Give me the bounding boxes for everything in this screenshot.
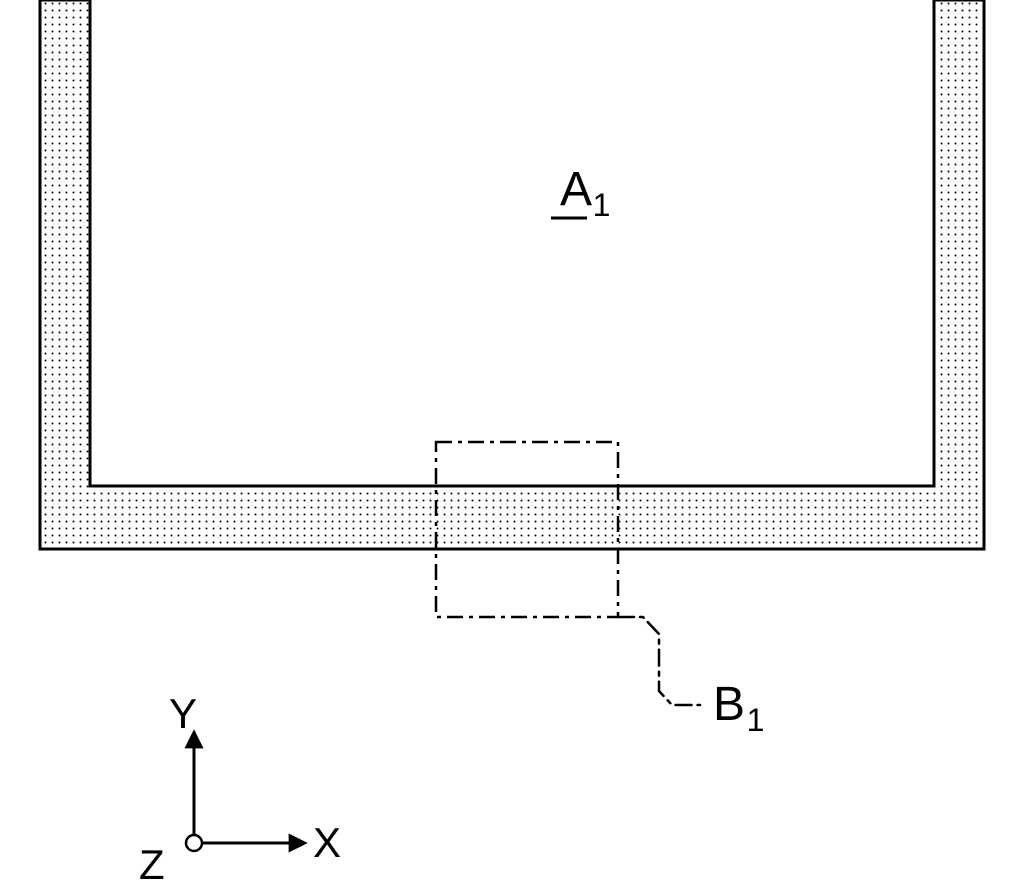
svg-text:X: X [313, 819, 341, 866]
svg-text:Y: Y [169, 690, 197, 737]
frame-dotted-region [40, 0, 984, 549]
label-a1: A1 [551, 163, 610, 223]
label-b1: B1 [713, 678, 764, 738]
axes: X Y Z [139, 690, 341, 888]
svg-text:A: A [560, 163, 592, 216]
svg-text:B: B [713, 678, 745, 731]
svg-text:Z: Z [139, 841, 165, 888]
svg-text:1: 1 [747, 702, 765, 738]
svg-text:1: 1 [593, 187, 611, 223]
leader-line [618, 617, 700, 705]
